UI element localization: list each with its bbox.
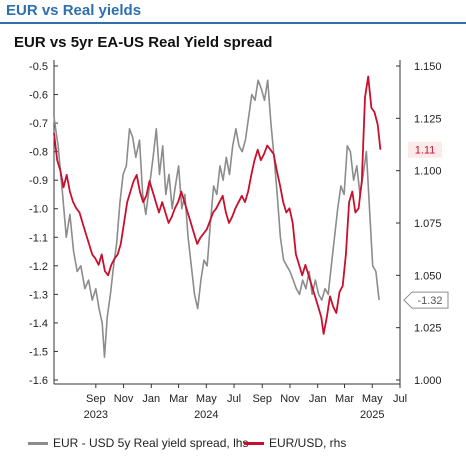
- right-axis-tick-label: 1.025: [414, 323, 442, 335]
- right-axis: 1.150 1.125 1.100 1.075 1.050 1.025 1.000: [396, 61, 442, 387]
- left-axis-tick-label: -1.1: [29, 232, 48, 244]
- x-axis-tick-label: May: [196, 393, 217, 405]
- x-axis-tick-label: Jul: [393, 393, 407, 405]
- panel-header: EUR vs Real yields: [0, 0, 466, 24]
- x-axis-tick-label: Nov: [280, 393, 300, 405]
- header-rule: [0, 22, 466, 24]
- x-axis-tick-label: Jul: [227, 393, 241, 405]
- left-axis-tick-label: -0.8: [29, 147, 48, 159]
- right-axis-tick-label: 1.100: [414, 166, 442, 178]
- left-axis-tick-label: -0.7: [29, 118, 48, 130]
- x-axis-year-label: 2024: [194, 409, 218, 421]
- series-line-spread: [53, 79, 380, 358]
- legend-label-eurusd: EUR/USD, rhs: [269, 436, 347, 450]
- series-layer: [53, 75, 382, 358]
- x-axis-year-label: 2025: [360, 409, 384, 421]
- x-axis-tick-label: Sep: [252, 393, 272, 405]
- series-line-eurusd: [53, 75, 382, 335]
- right-axis-tick-label: 1.125: [414, 113, 442, 125]
- left-axis-tick-label: -1.0: [29, 204, 48, 216]
- end-label-box-eurusd: [408, 141, 442, 158]
- right-axis-tick-label: 1.075: [414, 218, 442, 230]
- legend-item-eurusd: EUR/USD, rhs: [244, 436, 346, 450]
- end-label-spread: -1.32: [417, 295, 442, 307]
- right-axis-tick-label: 1.050: [414, 270, 442, 282]
- left-axis-tick-label: -1.3: [29, 289, 48, 301]
- left-axis: -0.5 -0.6 -0.7 -0.8 -0.9 -1.0 -1.1 -1.2 -1.3 -1.4…: [29, 61, 58, 387]
- right-axis-tick-label: 1.000: [414, 375, 442, 387]
- left-axis-tick-label: -1.5: [29, 346, 48, 358]
- x-axis-tick-label: May: [362, 393, 383, 405]
- right-axis-tick-label: 1.150: [414, 61, 442, 73]
- x-axis-tick-label: Nov: [114, 393, 134, 405]
- legend-label-spread: EUR - USD 5y Real yield spread, lhs: [53, 436, 249, 450]
- left-axis-tick-label: -0.6: [29, 90, 48, 102]
- legend-swatch-spread: [28, 442, 48, 446]
- x-axis-year-label: 2023: [84, 409, 108, 421]
- left-axis-tick-label: -1.6: [29, 375, 48, 387]
- x-axis-tick-label: Mar: [169, 393, 188, 405]
- legend-item-spread: EUR - USD 5y Real yield spread, lhs: [28, 436, 248, 450]
- x-axis-tick-label: Mar: [335, 393, 354, 405]
- end-label-eurusd: 1.11: [415, 145, 436, 157]
- legend-swatch-eurusd: [244, 442, 264, 446]
- end-label-box-spread: [403, 291, 449, 309]
- panel-title: EUR vs Real yields: [6, 2, 142, 19]
- end-label-layer: 1.11 -1.32: [403, 141, 449, 309]
- left-axis-tick-label: -0.5: [29, 61, 48, 73]
- x-axis-tick-label: Jan: [309, 393, 327, 405]
- left-axis-tick-label: -0.9: [29, 175, 48, 187]
- x-axis-tick-label: Sep: [86, 393, 106, 405]
- x-axis: Sep Nov Jan Mar May Jul Sep Nov Jan Mar May Jul 2023…: [84, 384, 407, 421]
- left-axis-tick-label: -1.4: [29, 318, 48, 330]
- x-axis-tick-label: Jan: [142, 393, 160, 405]
- chart-title: EUR vs 5yr EA-US Real Yield spread: [14, 34, 273, 51]
- left-axis-tick-label: -1.2: [29, 261, 48, 273]
- plot-frame: [53, 60, 401, 385]
